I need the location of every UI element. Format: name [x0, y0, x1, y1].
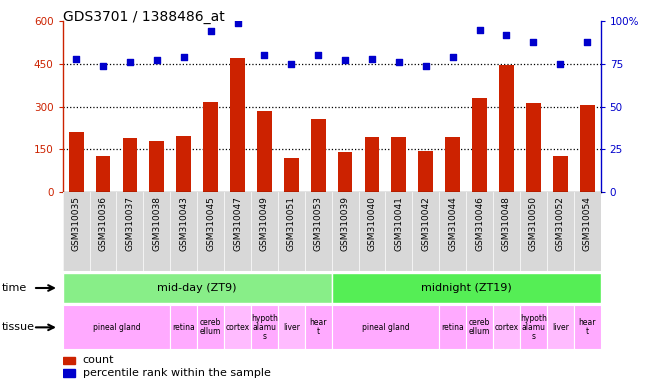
Point [420, 63, 431, 69]
Text: percentile rank within the sample: percentile rank within the sample [82, 368, 271, 378]
Text: cereb
ellum: cereb ellum [469, 318, 490, 336]
Text: mid-day (ZT9): mid-day (ZT9) [158, 283, 237, 293]
Bar [257, 111, 272, 192]
Point [367, 56, 378, 62]
Bar [63, 273, 331, 303]
Point [125, 59, 135, 65]
Text: GSM310041: GSM310041 [395, 196, 403, 251]
Bar [305, 305, 331, 349]
Text: GSM310045: GSM310045 [206, 196, 215, 251]
Text: pineal gland: pineal gland [92, 323, 141, 332]
Text: GSM310046: GSM310046 [475, 196, 484, 251]
Text: GSM310043: GSM310043 [180, 196, 188, 251]
Text: liver: liver [283, 323, 300, 332]
Text: GSM310038: GSM310038 [152, 196, 161, 251]
Point [313, 52, 323, 58]
Text: GSM310051: GSM310051 [287, 196, 296, 251]
Text: retina: retina [442, 323, 464, 332]
Bar [170, 305, 197, 349]
Point [528, 38, 539, 45]
Text: GSM310039: GSM310039 [341, 196, 350, 251]
Bar [338, 152, 352, 192]
Text: GSM310036: GSM310036 [98, 196, 108, 251]
Point [393, 59, 404, 65]
Point [71, 56, 81, 62]
Text: GSM310037: GSM310037 [125, 196, 135, 251]
Text: GSM310035: GSM310035 [72, 196, 81, 251]
Bar [63, 357, 75, 364]
Point [259, 52, 270, 58]
Point [178, 54, 189, 60]
Bar [499, 65, 514, 192]
Bar [284, 158, 299, 192]
Bar [574, 305, 601, 349]
Point [286, 61, 296, 67]
Text: count: count [82, 356, 114, 366]
Bar [69, 132, 84, 192]
Bar [472, 98, 487, 192]
Text: GSM310049: GSM310049 [260, 196, 269, 251]
Bar [149, 141, 164, 192]
Text: hypoth
alamu
s: hypoth alamu s [520, 314, 546, 341]
Bar [251, 305, 278, 349]
Point [447, 54, 458, 60]
Text: GSM310047: GSM310047 [233, 196, 242, 251]
Text: liver: liver [552, 323, 569, 332]
Text: pineal gland: pineal gland [362, 323, 409, 332]
Text: GDS3701 / 1388486_at: GDS3701 / 1388486_at [63, 10, 224, 23]
Point [152, 57, 162, 63]
Text: hypoth
alamu
s: hypoth alamu s [251, 314, 278, 341]
Bar [224, 305, 251, 349]
Bar [331, 273, 601, 303]
Bar [547, 305, 574, 349]
Text: cortex: cortex [226, 323, 249, 332]
Bar [176, 136, 191, 192]
Bar [579, 105, 595, 192]
Text: GSM310044: GSM310044 [448, 196, 457, 251]
Bar [203, 102, 218, 192]
Bar [311, 119, 325, 192]
Bar [391, 137, 407, 192]
Point [205, 28, 216, 35]
Bar [364, 137, 380, 192]
Text: midnight (ZT19): midnight (ZT19) [421, 283, 512, 293]
Bar [526, 103, 541, 192]
Bar [446, 137, 460, 192]
Text: GSM310048: GSM310048 [502, 196, 511, 251]
Point [475, 26, 485, 33]
Bar [493, 305, 520, 349]
Text: GSM310042: GSM310042 [421, 196, 430, 251]
Bar [63, 369, 75, 377]
Point [501, 32, 512, 38]
Text: GSM310052: GSM310052 [556, 196, 565, 251]
Text: GSM310050: GSM310050 [529, 196, 538, 251]
Bar [331, 305, 440, 349]
Text: hear
t: hear t [578, 318, 596, 336]
Text: time: time [2, 283, 27, 293]
Bar [418, 151, 433, 192]
Point [555, 61, 566, 67]
Text: retina: retina [172, 323, 195, 332]
Text: GSM310040: GSM310040 [368, 196, 376, 251]
Point [582, 38, 593, 45]
Bar [440, 305, 466, 349]
Text: GSM310054: GSM310054 [583, 196, 591, 251]
Point [98, 63, 108, 69]
Text: cortex: cortex [494, 323, 519, 332]
Bar [520, 305, 546, 349]
Bar [466, 305, 493, 349]
Text: tissue: tissue [2, 322, 35, 333]
Point [232, 20, 243, 26]
Bar [197, 305, 224, 349]
Text: hear
t: hear t [310, 318, 327, 336]
Bar [96, 156, 110, 192]
Bar [278, 305, 305, 349]
Point [340, 57, 350, 63]
Bar [63, 305, 170, 349]
Text: GSM310053: GSM310053 [314, 196, 323, 251]
Bar [553, 156, 568, 192]
Bar [230, 58, 245, 192]
Text: cereb
ellum: cereb ellum [200, 318, 221, 336]
Bar [123, 139, 137, 192]
